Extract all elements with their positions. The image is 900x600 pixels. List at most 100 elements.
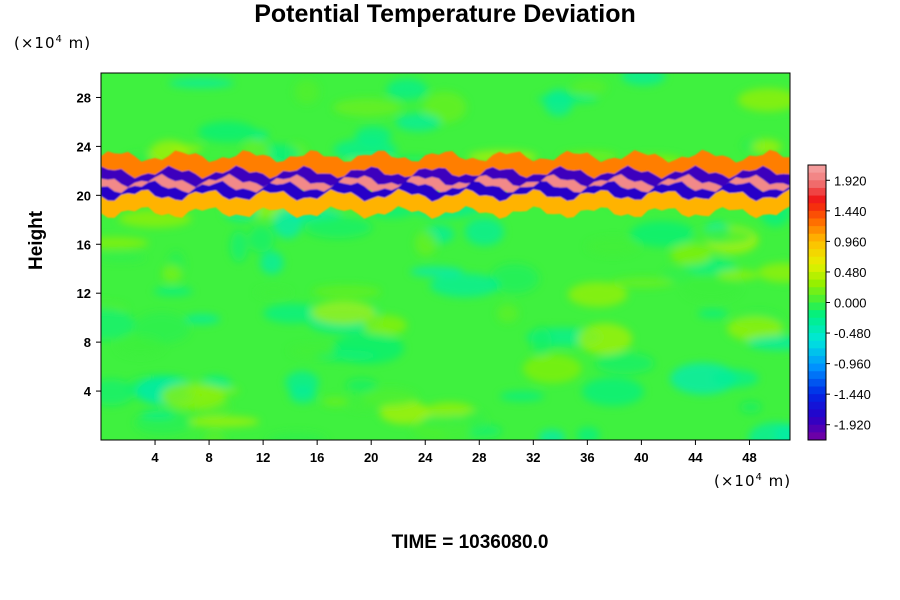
field-blob — [429, 273, 500, 298]
field-blob — [568, 281, 628, 307]
colorbar-tick-label: -1.920 — [834, 418, 871, 433]
colorbar-segment — [808, 210, 826, 219]
colorbar-tick-label: 0.480 — [834, 265, 867, 280]
field-blob — [101, 237, 149, 249]
field-blob — [740, 401, 762, 413]
colorbar-segment — [808, 203, 826, 212]
field-blob — [288, 344, 339, 358]
field-blob — [386, 78, 428, 100]
field-blob — [294, 79, 320, 104]
colorbar-segment — [808, 226, 826, 235]
y-tick-label: 4 — [84, 384, 92, 399]
colorbar-segment — [808, 409, 826, 418]
colorbar-segment — [808, 325, 826, 334]
colorbar-tick-label: -0.960 — [834, 357, 871, 372]
colorbar-segment — [808, 340, 826, 349]
x-tick-label: 12 — [256, 450, 270, 465]
colorbar-segment — [808, 241, 826, 250]
colorbar-segment — [808, 317, 826, 326]
colorbar-segment — [808, 424, 826, 433]
colorbar-segment — [808, 271, 826, 281]
field-blob — [490, 263, 539, 294]
colorbar-segment — [808, 363, 826, 372]
field-blob — [747, 335, 790, 351]
x-tick-label: 16 — [310, 450, 324, 465]
field-blob — [410, 266, 464, 277]
colorbar-segment — [808, 264, 826, 273]
field-blob — [522, 354, 582, 384]
field-blob — [751, 139, 782, 155]
y-tick-label: 12 — [77, 286, 91, 301]
colorbar-segment — [808, 256, 826, 265]
jet-bands — [101, 149, 790, 219]
field-blob — [662, 267, 695, 282]
field-blob — [203, 430, 225, 440]
colorbar-segment — [808, 302, 826, 311]
field-blob — [161, 382, 226, 410]
colorbar-tick-label: 0.000 — [834, 296, 867, 311]
field-blob — [697, 308, 729, 319]
field-blob — [310, 301, 376, 325]
field-blob — [333, 98, 402, 117]
colorbar-segment — [808, 172, 826, 181]
colorbar-segment — [808, 233, 826, 242]
x-tick-label: 32 — [526, 450, 540, 465]
field-blob — [185, 416, 260, 428]
field-blob — [153, 287, 193, 296]
field-blob — [586, 237, 640, 256]
colorbar-tick-label: 1.440 — [834, 204, 867, 219]
colorbar-segment — [808, 371, 826, 380]
field-blob — [414, 230, 437, 257]
field-blob — [496, 303, 519, 323]
colorbar-tick-label: -1.440 — [834, 387, 871, 402]
field-blob — [691, 228, 753, 245]
jet-band — [101, 188, 790, 219]
colorbar-segment — [808, 310, 826, 319]
field-blob — [312, 285, 381, 299]
field-blob — [581, 377, 644, 406]
colorbar-segment — [808, 355, 826, 365]
field-blob — [266, 432, 327, 440]
field-blob — [304, 216, 372, 239]
field-blob — [183, 386, 240, 396]
field-blob — [198, 121, 257, 143]
colorbar-segment — [808, 417, 826, 426]
colorbar-segment — [808, 432, 826, 441]
colorbar-segment — [808, 195, 826, 204]
field-blob — [285, 371, 320, 395]
colorbar-segment — [808, 165, 826, 174]
field-blob — [101, 379, 135, 406]
field-blob — [716, 269, 760, 280]
field-blob — [184, 313, 221, 325]
x-tick-label: 4 — [151, 450, 159, 465]
field-blob — [363, 315, 408, 336]
field-blob — [332, 332, 405, 364]
field-blob — [611, 277, 674, 288]
field-blob — [133, 312, 190, 344]
chart-title: Potential Temperature Deviation — [254, 0, 636, 28]
y-tick-label: 20 — [77, 188, 91, 203]
field-blob — [595, 352, 654, 375]
colorbar-segment — [808, 287, 826, 296]
field-blob — [531, 327, 552, 357]
field-blob — [727, 316, 784, 342]
field-blob — [395, 113, 442, 132]
field-blob — [168, 78, 235, 88]
field-blob — [255, 288, 292, 297]
field-blob — [670, 362, 737, 395]
colorbar-tick-label: 1.920 — [834, 173, 867, 188]
colorbar-ticks: 1.920 1.440 0.960 0.480 0.000 -0.480 -0.960 -1.… — [826, 173, 871, 433]
field-blob — [757, 262, 790, 283]
field-blob — [101, 308, 136, 340]
field-blob — [346, 378, 378, 393]
field-blob — [670, 243, 712, 266]
colorbar — [807, 164, 827, 441]
field-blob — [260, 251, 284, 275]
field-blob — [571, 79, 608, 96]
x-tick-label: 36 — [580, 450, 594, 465]
colorbar-segment — [808, 249, 826, 258]
field-blob — [499, 391, 545, 402]
field-blob — [248, 225, 274, 253]
field-blob — [362, 388, 418, 407]
colorbar-segment — [808, 386, 826, 395]
